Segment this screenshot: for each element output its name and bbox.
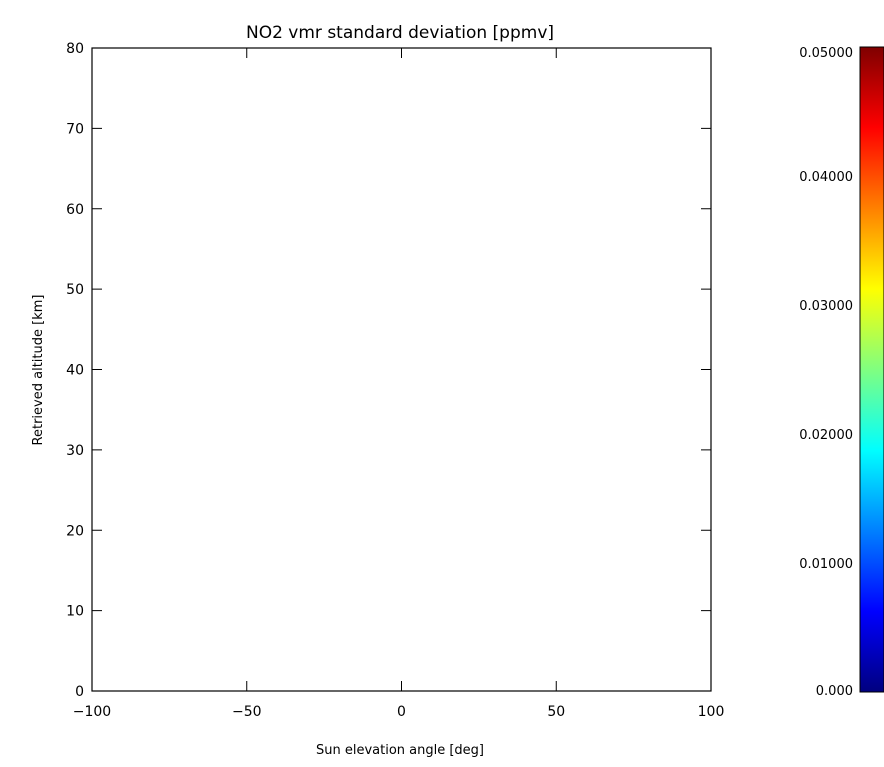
y-tick-label: 20 bbox=[66, 523, 84, 539]
colorbar-ticks: 0.000 0.01000 0.02000 0.03000 0.04000 0.05000 bbox=[799, 46, 853, 699]
x-tick-label: −50 bbox=[232, 704, 262, 720]
colorbar bbox=[859, 46, 884, 693]
colorbar-tick-label: 0.02000 bbox=[799, 428, 853, 443]
y-axis: 0 10 20 30 40 50 60 70 80 bbox=[66, 41, 711, 700]
x-axis-label: Sun elevation angle [deg] bbox=[316, 743, 484, 758]
x-tick-label: −100 bbox=[73, 704, 111, 720]
x-tick-label: 50 bbox=[547, 704, 565, 720]
colorbar-tick-label: 0.05000 bbox=[799, 46, 853, 61]
y-tick-label: 0 bbox=[75, 684, 84, 700]
y-tick-label: 40 bbox=[66, 363, 84, 379]
colorbar-tick-label: 0.01000 bbox=[799, 557, 853, 572]
y-tick-label: 60 bbox=[66, 202, 84, 218]
colorbar-tick-label: 0.04000 bbox=[799, 170, 853, 185]
y-tick-label: 80 bbox=[66, 41, 84, 57]
y-axis-label: Retrieved altitude [km] bbox=[31, 295, 46, 446]
plot-frame bbox=[91, 47, 712, 692]
x-tick-label: 0 bbox=[397, 704, 406, 720]
y-tick-label: 50 bbox=[66, 282, 84, 298]
y-tick-label: 10 bbox=[66, 604, 84, 620]
chart-title: NO2 vmr standard deviation [ppmv] bbox=[246, 23, 554, 43]
y-tick-label: 30 bbox=[66, 443, 84, 459]
x-axis: −100 −50 0 50 100 bbox=[73, 48, 725, 720]
y-tick-label: 70 bbox=[66, 121, 84, 137]
colorbar-tick-label: 0.000 bbox=[816, 684, 853, 699]
colorbar-tick-label: 0.03000 bbox=[799, 299, 853, 314]
x-tick-label: 100 bbox=[698, 704, 725, 720]
